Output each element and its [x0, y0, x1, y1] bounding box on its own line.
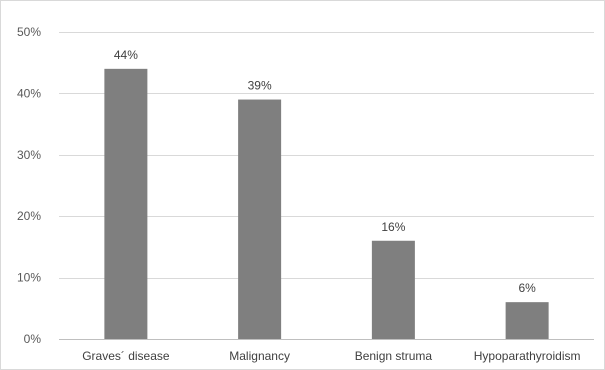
y-tick-label: 40% [17, 86, 41, 100]
bars [104, 68, 549, 339]
y-tick-label: 0% [24, 332, 42, 346]
bar-4 [505, 302, 549, 339]
y-tick-label: 30% [17, 148, 41, 162]
data-label-1: 44% [114, 48, 138, 62]
gridlines [59, 32, 594, 340]
y-tick-label: 20% [17, 209, 41, 223]
y-tick-label: 10% [17, 271, 41, 285]
bar-1 [104, 68, 148, 339]
x-category-label-2: Malignancy [229, 349, 290, 363]
x-category-label-1: Graves´ disease [82, 349, 170, 363]
y-axis-ticks: 0% 10% 20% 30% 40% 50% [17, 25, 41, 346]
bar-2 [238, 99, 282, 339]
data-label-4: 6% [518, 281, 536, 295]
x-category-label-3: Benign struma [355, 349, 433, 363]
bar-3 [371, 240, 415, 339]
x-axis-categories: Graves´ disease Malignancy Benign struma Hy… [82, 349, 580, 363]
data-labels: 44% 39% 16% 6% [114, 48, 536, 295]
y-tick-label: 50% [17, 25, 41, 39]
x-category-label-4: Hypoparathyroidism [474, 349, 581, 363]
data-label-2: 39% [248, 79, 272, 93]
data-label-3: 16% [381, 220, 405, 234]
